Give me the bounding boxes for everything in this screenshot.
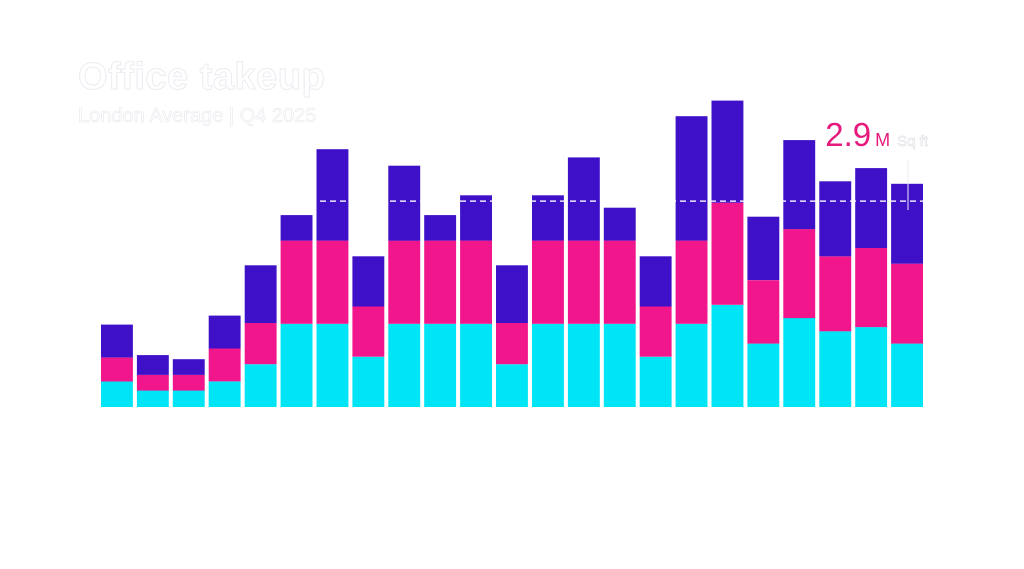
bar-segment-2-19 [747, 280, 780, 344]
bar-segment-3-9 [388, 165, 421, 241]
bar-segment-3-6 [280, 215, 313, 241]
bar-segment-1-22 [855, 327, 888, 407]
bar-segment-2-12 [496, 323, 528, 365]
bar-segment-2-11 [460, 240, 492, 324]
bar-segment-2-1 [101, 357, 133, 382]
bar-segment-3-7 [316, 149, 349, 241]
bar-segment-1-10 [424, 323, 457, 407]
bar-segment-1-8 [352, 356, 385, 407]
bar-segment-3-10 [424, 215, 457, 241]
bar-segment-1-23 [891, 343, 923, 407]
bar-segment-3-11 [460, 195, 492, 241]
bar-segment-2-2 [136, 374, 169, 391]
bar-segment-3-23 [891, 183, 923, 264]
bar-segment-2-15 [603, 240, 636, 324]
bar-segment-2-18 [711, 202, 744, 305]
bar-segment-2-16 [639, 306, 672, 357]
bar-segment-1-11 [460, 323, 492, 407]
bar-segment-2-17 [675, 240, 708, 324]
bar-segment-3-20 [783, 140, 816, 230]
bar-segment-3-15 [603, 207, 636, 241]
bar-segment-3-14 [567, 157, 600, 241]
bar-segment-3-17 [675, 116, 708, 241]
bar-segment-1-7 [316, 323, 349, 407]
bar-segment-1-21 [819, 331, 852, 407]
bar-segment-1-13 [532, 323, 564, 407]
bar-segment-1-17 [675, 323, 708, 407]
bar-segment-1-19 [747, 343, 780, 407]
bar-segment-2-8 [352, 306, 385, 357]
bar-segment-1-4 [208, 381, 241, 407]
bar-segment-3-16 [639, 256, 672, 307]
bar-segment-1-20 [783, 318, 816, 407]
bar-segment-2-13 [532, 240, 564, 324]
bar-segment-1-5 [244, 364, 277, 407]
bar-segment-1-14 [567, 323, 600, 407]
bar-segment-2-21 [819, 256, 852, 332]
highlight-number: 2.9 [825, 116, 872, 153]
bar-segment-3-22 [855, 168, 888, 248]
bar-segment-2-7 [316, 240, 349, 324]
bar-segment-1-2 [136, 390, 169, 407]
bar-segment-3-5 [244, 265, 277, 323]
bar-segment-3-2 [136, 355, 169, 375]
bar-segment-2-10 [424, 240, 457, 324]
bar-segment-3-18 [711, 100, 744, 203]
bar-segment-3-4 [208, 315, 241, 349]
bar-segment-3-1 [101, 324, 133, 358]
bar-segment-1-15 [603, 323, 636, 407]
bar-segment-1-9 [388, 323, 421, 407]
bar-segment-1-12 [496, 364, 528, 407]
bar-segment-3-8 [352, 256, 385, 307]
bar-segment-2-6 [280, 240, 313, 324]
bar-segment-2-14 [567, 240, 600, 324]
bar-segment-2-4 [208, 348, 241, 382]
bar-segment-2-22 [855, 248, 888, 328]
bar-segment-1-16 [639, 356, 672, 407]
bar-segment-1-18 [711, 304, 744, 407]
highlight-value: 2.9 M Sq ft [825, 118, 928, 151]
highlight-unit: M [875, 130, 891, 150]
bar-segment-1-1 [101, 381, 133, 407]
chart-title: Office takeup [77, 56, 326, 98]
chart-subtitle: London Average | Q4 2025 [78, 105, 317, 127]
bar-segment-1-6 [280, 323, 313, 407]
bar-segment-3-3 [172, 359, 205, 375]
bar-segment-3-19 [747, 216, 780, 281]
bar-segment-2-20 [783, 229, 816, 319]
highlight-suffix: Sq ft [897, 133, 928, 150]
bar-segment-2-9 [388, 240, 421, 324]
bar-segment-2-23 [891, 263, 923, 344]
bar-segment-3-21 [819, 181, 852, 257]
bar-segment-2-3 [172, 374, 205, 391]
bar-segment-1-3 [172, 390, 205, 407]
bar-segment-3-13 [532, 195, 564, 241]
bar-segment-3-12 [496, 265, 528, 323]
bar-segment-2-5 [244, 323, 277, 365]
